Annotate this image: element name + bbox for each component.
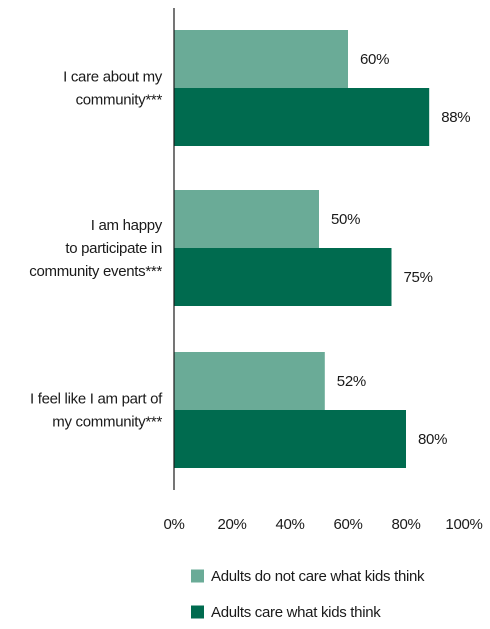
category-labels-layer: I care about my community*** I am happy to … <box>29 69 163 431</box>
x-tick-label-100: 100% <box>445 516 482 533</box>
value-label-care-2: 80% <box>418 431 447 448</box>
legend-swatch-care <box>191 605 204 619</box>
category-label-2: I feel like I am part of my community*** <box>30 391 163 431</box>
legend: Adults do not care what kids think Adults… <box>191 568 425 621</box>
legend-label-do-not-care: Adults do not care what kids think <box>211 568 425 585</box>
bar-care-2 <box>174 410 406 468</box>
category-label-1: I am happy to participate in community eve… <box>29 217 162 280</box>
legend-swatch-do-not-care <box>191 569 204 583</box>
value-label-care-1: 75% <box>404 269 433 286</box>
value-label-care-0: 88% <box>441 109 470 126</box>
x-tick-label-0: 0% <box>163 516 184 533</box>
x-tick-label-60: 60% <box>333 516 362 533</box>
x-tick-label-20: 20% <box>217 516 246 533</box>
category-label-0: I care about my community*** <box>63 69 163 109</box>
x-tick-label-80: 80% <box>391 516 420 533</box>
value-labels-layer: 60% 88% 50% 75% 52% 80% <box>331 51 471 448</box>
x-tick-labels-layer: 0% 20% 40% 60% 80% 100% <box>163 516 482 533</box>
bar-do-not-care-2 <box>174 352 325 410</box>
x-tick-label-40: 40% <box>275 516 304 533</box>
bar-care-1 <box>174 248 392 306</box>
bar-do-not-care-1 <box>174 190 319 248</box>
value-label-do-not-care-0: 60% <box>360 51 389 68</box>
bar-do-not-care-0 <box>174 30 348 88</box>
bar-care-0 <box>174 88 430 146</box>
legend-label-care: Adults care what kids think <box>211 604 381 621</box>
bars-layer <box>174 30 430 468</box>
value-label-do-not-care-2: 52% <box>337 373 366 390</box>
value-label-do-not-care-1: 50% <box>331 211 360 228</box>
